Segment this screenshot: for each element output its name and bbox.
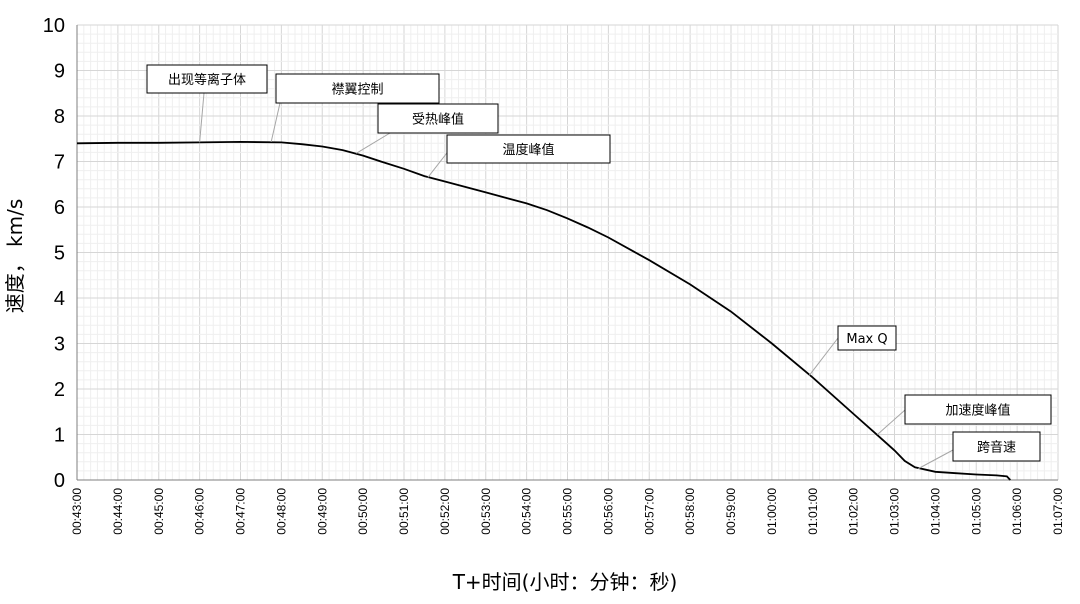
x-tick-label: 00:44:00 (111, 488, 125, 535)
annotation-box (952, 431, 1041, 462)
annotation-leader (808, 337, 839, 376)
series-line (76, 140, 1011, 481)
y-tick-label: 1 (54, 425, 65, 447)
x-tick-label: 01:07:00 (1051, 488, 1065, 535)
annotation-label: 温度峰值 (502, 142, 554, 158)
x-tick-label: 00:58:00 (683, 488, 697, 535)
x-tick-label: 00:52:00 (438, 488, 452, 535)
annotation-box (377, 103, 499, 134)
x-tick-label: 00:46:00 (193, 488, 207, 535)
annotation-label: Max Q (846, 332, 887, 347)
annotation-label: 跨音速 (977, 440, 1016, 456)
y-tick-label: 7 (54, 152, 65, 174)
x-tick-label: 00:45:00 (152, 488, 166, 535)
x-tick-label: 00:53:00 (479, 488, 493, 535)
x-tick-label: 01:06:00 (1010, 488, 1024, 535)
annotation-label: 受热峰值 (412, 112, 464, 128)
x-tick-label: 01:04:00 (928, 488, 942, 535)
y-tick-label: 10 (43, 15, 65, 37)
annotation-box (446, 134, 611, 164)
annotation-label: 加速度峰值 (945, 403, 1010, 419)
y-tick-label: 9 (54, 61, 65, 83)
y-tick-label: 2 (54, 379, 65, 401)
x-tick-label: 00:48:00 (274, 488, 288, 535)
x-tick-label: 00:55:00 (561, 488, 575, 535)
y-tick-label: 5 (54, 243, 65, 265)
x-tick-label: 01:05:00 (969, 488, 983, 535)
x-tick-label: 00:50:00 (356, 488, 370, 535)
annotation-box (146, 64, 268, 94)
y-tick-label: 8 (54, 106, 65, 128)
annotation-leader (356, 132, 391, 154)
y-tick-label: 3 (54, 334, 65, 356)
x-tick-label: 00:47:00 (234, 488, 248, 535)
annotation-leader (877, 409, 906, 435)
x-axis-title: T+时间(小时：分钟：秒) (452, 570, 678, 594)
x-tick-label: 01:02:00 (847, 488, 861, 535)
axes: 0 1 2 3 4 5 6 7 8 9 10 00:43:00 00:44:00 00:45:00 00:4… (43, 15, 1065, 535)
annotation-leader (199, 92, 205, 143)
series (76, 140, 1011, 481)
x-tick-label: 00:57:00 (642, 488, 656, 535)
y-axis-title: 速度， km/s (3, 199, 27, 314)
y-tick-label: 4 (54, 288, 65, 310)
x-tick-label: 00:51:00 (397, 488, 411, 535)
annotation-leader (427, 148, 451, 178)
x-tick-label: 00:54:00 (520, 488, 534, 535)
x-tick-label: 01:00:00 (765, 488, 779, 535)
y-tick-label: 0 (54, 470, 65, 492)
x-tick-label: 00:59:00 (724, 488, 738, 535)
annotation-label: 出现等离子体 (168, 72, 246, 88)
annotation-leader (270, 102, 281, 143)
x-tick-label: 01:03:00 (888, 488, 902, 535)
annotation-box (837, 325, 897, 351)
annotation-box (275, 73, 440, 104)
x-tick-label: 00:49:00 (315, 488, 329, 535)
x-tick-label: 00:43:00 (70, 488, 84, 535)
x-tick-label: 01:01:00 (806, 488, 820, 535)
y-tick-label: 6 (54, 197, 65, 219)
annotation-box (904, 394, 1052, 425)
x-tick-label: 00:56:00 (601, 488, 615, 535)
annotation-leader (918, 449, 954, 470)
annotation-label: 襟翼控制 (331, 83, 383, 98)
